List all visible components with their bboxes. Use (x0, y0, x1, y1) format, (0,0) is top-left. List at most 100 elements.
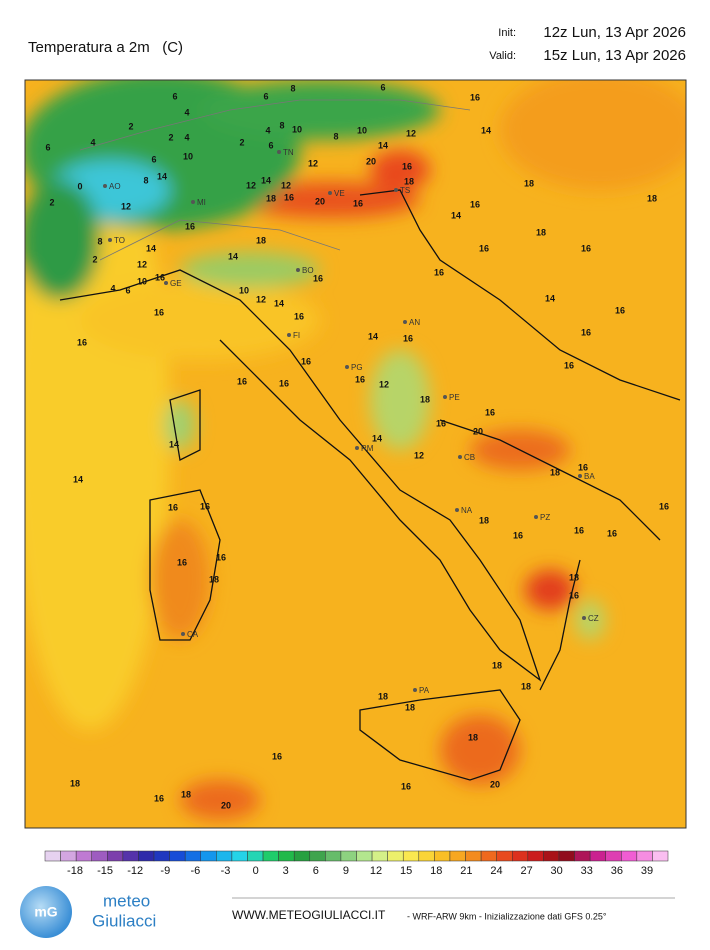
logo-mark: mG (34, 904, 57, 920)
temp-label: 18 (420, 394, 430, 404)
colorbar-swatch (309, 850, 326, 862)
footer-site: WWW.METEOGIULIACCI.IT (232, 908, 386, 922)
city-label: VE (334, 189, 345, 198)
temp-label: 16 (185, 221, 195, 231)
temp-label: 16 (279, 378, 289, 388)
colorbar-label: 39 (641, 865, 653, 877)
temp-label: 16 (401, 781, 411, 791)
temp-label: 10 (357, 125, 367, 135)
temp-label: 16 (353, 198, 363, 208)
city-label: FI (293, 331, 300, 340)
city-dot (455, 508, 459, 512)
colorbar-label: -18 (67, 865, 83, 877)
colorbar-swatch (91, 850, 108, 862)
temp-label: 16 (659, 501, 669, 511)
temp-label: 12 (121, 201, 131, 211)
valid-value: 15z Lun, 13 Apr 2026 (543, 47, 686, 64)
colorbar-label: 9 (343, 865, 349, 877)
temp-label: 16 (569, 590, 579, 600)
temp-label: 10 (183, 151, 193, 161)
city-label: MI (197, 198, 206, 207)
city-label: PA (419, 686, 430, 695)
init-label: Init: (498, 27, 516, 39)
temp-label: 10 (292, 124, 302, 134)
temp-label: 14 (378, 140, 388, 150)
temp-label: 16 (479, 243, 489, 253)
city-dot (296, 268, 300, 272)
colorbar-swatch (138, 850, 155, 862)
colorbar-swatch (262, 850, 279, 862)
temp-label: 2 (92, 254, 97, 264)
temp-label: 8 (97, 236, 102, 246)
temp-label: 16 (177, 557, 187, 567)
temp-label: 18 (492, 660, 502, 670)
temp-label: 16 (313, 273, 323, 283)
colorbar-swatch (558, 850, 575, 862)
city-dot (394, 188, 398, 192)
temp-label: 12 (379, 379, 389, 389)
temp-label: 18 (479, 515, 489, 525)
colorbar-swatch (75, 850, 92, 862)
temp-label: 16 (402, 161, 412, 171)
colorbar-swatch (122, 850, 139, 862)
temp-label: 2 (168, 132, 173, 142)
temp-label: 12 (256, 294, 266, 304)
colorbar-swatch (200, 850, 217, 862)
temp-label: 12 (308, 158, 318, 168)
temp-label: 18 (70, 778, 80, 788)
colorbar-swatch (107, 850, 124, 862)
temp-label: 14 (368, 331, 378, 341)
colorbar-label: 0 (253, 865, 259, 877)
colorbar-swatch (169, 850, 186, 862)
temp-label: 16 (200, 501, 210, 511)
colorbar-swatch (371, 850, 388, 862)
temp-label: 18 (468, 732, 478, 742)
temp-label: 16 (513, 530, 523, 540)
map-frame (24, 79, 687, 829)
colorbar-label: 18 (430, 865, 442, 877)
title: Temperatura a 2m (C) (28, 39, 183, 56)
temp-label: 16 (564, 360, 574, 370)
temp-label: 16 (578, 462, 588, 472)
temp-label: 16 (485, 407, 495, 417)
temp-label: 20 (490, 779, 500, 789)
temp-label: 12 (281, 180, 291, 190)
temp-label: 12 (414, 450, 424, 460)
temp-label: 12 (137, 259, 147, 269)
temp-label: 6 (172, 91, 177, 101)
temp-label: 16 (284, 192, 294, 202)
temp-label: 8 (333, 131, 338, 141)
logo-line1: meteo (103, 891, 150, 910)
temp-label: 16 (154, 793, 164, 803)
city-dot (443, 395, 447, 399)
colorbar-label: 33 (581, 865, 593, 877)
temp-label: 16 (436, 418, 446, 428)
colorbar-swatch (216, 850, 233, 862)
temp-label: 14 (146, 243, 156, 253)
temp-label: 14 (169, 439, 179, 449)
colorbar-label: -12 (127, 865, 143, 877)
temp-label: 10 (137, 276, 147, 286)
city-label: TS (400, 186, 410, 195)
temp-label: 16 (581, 327, 591, 337)
colorbar-swatch (278, 850, 295, 862)
temp-label: 12 (246, 180, 256, 190)
colorbar-label: 15 (400, 865, 412, 877)
colorbar-swatch (402, 850, 420, 862)
colorbar-swatch (247, 850, 264, 862)
colorbar-swatch (434, 850, 451, 862)
colorbar-swatch (512, 850, 529, 862)
temp-label: 16 (574, 525, 584, 535)
city-dot (413, 688, 417, 692)
temp-label: 14 (274, 298, 284, 308)
temp-label: 18 (521, 681, 531, 691)
temp-label: 20 (366, 156, 376, 166)
temp-label: 6 (268, 140, 273, 150)
colorbar-label: -15 (97, 865, 113, 877)
city-dot (181, 632, 185, 636)
city-label: CA (187, 630, 199, 639)
city-label: TO (114, 236, 125, 245)
colorbar-swatch (605, 850, 622, 862)
